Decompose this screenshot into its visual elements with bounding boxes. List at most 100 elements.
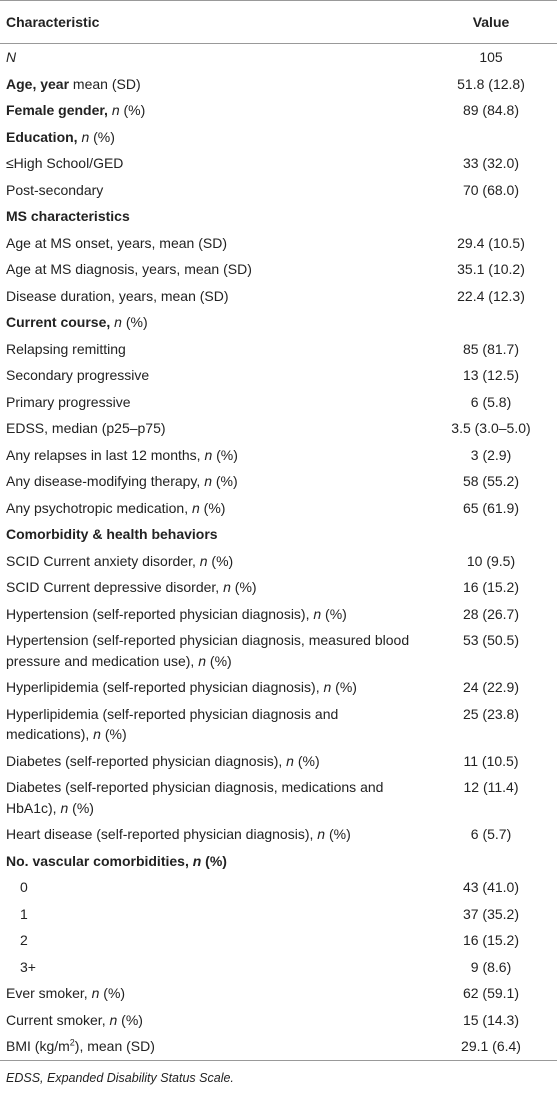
table-row: Current smoker, n (%) 15 (14.3)	[0, 1007, 557, 1034]
table-row: Post-secondary 70 (68.0)	[0, 177, 557, 204]
label-part: n	[191, 499, 200, 516]
value-cell: 35.1 (10.2)	[457, 261, 525, 277]
table-row: MS characteristics	[0, 203, 557, 230]
label-part: (%)	[206, 652, 232, 669]
table-row: Diabetes (self-reported physician diagno…	[0, 748, 557, 775]
label-part: (%)	[211, 473, 238, 489]
label-part: ≤High School/GED	[6, 155, 124, 171]
characteristic-cell: ≤High School/GED	[0, 150, 425, 177]
characteristics-table: Characteristic Value N 105 Age, year mean …	[0, 0, 557, 1061]
table-row: Any disease-modifying therapy, n (%) 58 (…	[0, 468, 557, 495]
label-part: BMI (kg/m	[6, 1038, 70, 1054]
characteristic-cell: Diabetes (self-reported physician diagno…	[0, 748, 425, 775]
characteristic-cell: Any relapses in last 12 months, n (%)	[0, 442, 425, 469]
characteristic-cell: Female gender, n (%)	[0, 97, 425, 124]
table-row: Hypertension (self-reported physician di…	[0, 627, 557, 674]
value-cell: 65 (61.9)	[462, 499, 520, 516]
label-part: (%)	[68, 799, 94, 816]
value-cell: 16 (15.2)	[462, 932, 520, 948]
value-cell: 3 (2.9)	[470, 446, 512, 463]
value-cell: 12 (11.4)	[463, 779, 519, 795]
label-part: Any disease-modifying therapy,	[6, 473, 205, 489]
table-row: Hyperlipidemia (self-reported physician …	[0, 674, 557, 701]
label-part: Hyperlipidemia (self-reported physician …	[6, 705, 339, 743]
label-part: MS characteristics	[6, 208, 130, 224]
label-part: n	[111, 102, 120, 118]
characteristic-cell: Current course, n (%)	[0, 309, 425, 336]
header-cell: Characteristic	[0, 0, 425, 44]
label-part: 2	[69, 1037, 75, 1048]
characteristic-cell: Hyperlipidemia (self-reported physician …	[0, 674, 425, 701]
label-part: (%)	[89, 128, 115, 145]
value-cell	[425, 521, 557, 548]
characteristic-cell: Age at MS diagnosis, years, mean (SD)	[0, 256, 425, 283]
label-part: (%)	[100, 726, 127, 742]
label-part: (%)	[331, 679, 357, 695]
label-part: ), mean (SD)	[74, 1038, 155, 1054]
characteristic-cell: BMI (kg/m2), mean (SD)	[0, 1033, 425, 1061]
characteristic-cell: Hyperlipidemia (self-reported physician …	[0, 701, 425, 748]
table-row: Current course, n (%)	[0, 309, 557, 336]
table-row: 2 16 (15.2)	[0, 927, 557, 954]
label-part: n	[198, 652, 207, 669]
table-row: EDSS, median (p25–p75) 3.5 (3.0–5.0)	[0, 415, 557, 442]
label-part: 0	[20, 879, 28, 895]
value-cell: 58 (55.2)	[462, 473, 520, 489]
table-row: Secondary progressive 13 (12.5)	[0, 362, 557, 389]
table-body: N 105 Age, year mean (SD) 51.8 (12.8) Female…	[0, 44, 557, 1061]
footnote: EDSS, Expanded Disability Status Scale.	[6, 1070, 234, 1085]
label-part: n	[192, 852, 202, 869]
header-row: Characteristic Value	[0, 0, 557, 44]
characteristic-cell: Comorbidity & health behaviors	[0, 521, 425, 548]
characteristic-cell: EDSS, median (p25–p75)	[0, 415, 425, 442]
label-part: (%)	[212, 446, 238, 463]
label-part: SCID Current anxiety disorder,	[6, 552, 200, 569]
characteristic-cell: Ever smoker, n (%)	[0, 980, 425, 1007]
table-row: Comorbidity & health behaviors	[0, 521, 557, 548]
value-cell: 10 (9.5)	[466, 552, 516, 569]
characteristic-cell: 0	[0, 874, 425, 901]
characteristic-cell: Primary progressive	[0, 389, 425, 416]
header-cell: Value	[425, 0, 557, 44]
table-row: Education, n (%)	[0, 124, 557, 151]
label-part: Age at MS onset, years, mean (SD)	[6, 234, 227, 251]
characteristic-cell: Any disease-modifying therapy, n (%)	[0, 468, 425, 495]
label-part: Education,	[6, 128, 82, 145]
label-part: (%)	[293, 752, 320, 769]
label-part: 3+	[20, 958, 36, 975]
table-row: Disease duration, years, mean (SD) 22.4 (…	[0, 283, 557, 310]
table-row: 3+ 9 (8.6)	[0, 954, 557, 981]
label-part: 2	[20, 932, 28, 948]
label-part: (%)	[199, 499, 226, 516]
table-row: Any psychotropic medication, n (%) 65 (61…	[0, 495, 557, 522]
label-part: Relapsing remitting	[6, 340, 126, 357]
table-row: BMI (kg/m2), mean (SD) 29.1 (6.4)	[0, 1033, 557, 1061]
label-part: n	[60, 799, 69, 816]
value-cell: 51.8 (12.8)	[457, 75, 525, 92]
label-part: Any relapses in last 12 months,	[6, 446, 205, 463]
label-part: (%)	[201, 852, 227, 869]
label-part: n	[223, 579, 231, 595]
value-cell: 89 (84.8)	[462, 102, 520, 118]
characteristic-cell: Age, year mean (SD)	[0, 71, 425, 98]
characteristic-cell: Current smoker, n (%)	[0, 1007, 425, 1034]
characteristic-cell: SCID Current anxiety disorder, n (%)	[0, 548, 425, 575]
table-row: Female gender, n (%) 89 (84.8)	[0, 97, 557, 124]
table-row: Primary progressive 6 (5.8)	[0, 389, 557, 416]
value-cell: 43 (41.0)	[462, 879, 520, 895]
label-part: n	[286, 752, 294, 769]
label-part: (%)	[121, 314, 148, 330]
label-part: n	[91, 985, 100, 1001]
label-part: (%)	[207, 552, 234, 569]
table-row: 1 37 (35.2)	[0, 901, 557, 928]
value-cell	[425, 309, 557, 336]
label-part: EDSS, median (p25–p75)	[6, 420, 166, 436]
value-cell: 70 (68.0)	[462, 181, 520, 198]
value-cell: 29.4 (10.5)	[457, 234, 525, 251]
value-cell	[425, 203, 557, 230]
label-part: mean (SD)	[69, 75, 141, 92]
table-row: SCID Current anxiety disorder, n (%) 10 (…	[0, 548, 557, 575]
characteristic-cell: Education, n (%)	[0, 124, 425, 151]
table-row: Diabetes (self-reported physician diagno…	[0, 774, 557, 821]
